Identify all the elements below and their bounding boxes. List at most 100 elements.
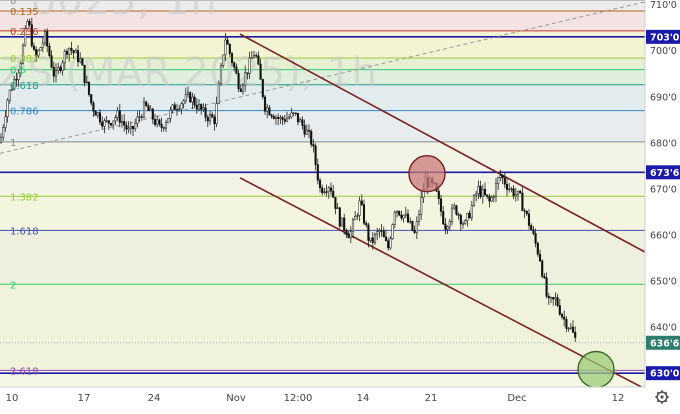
gear-tooth <box>656 391 660 395</box>
candle-body <box>167 118 170 124</box>
candle-body <box>400 214 403 219</box>
candle-body <box>15 79 18 81</box>
candle-body <box>156 119 159 125</box>
candle-body <box>129 126 132 129</box>
candle-body <box>569 326 572 329</box>
candle-body <box>30 24 33 47</box>
candle-body <box>448 221 451 228</box>
candle-body <box>303 125 306 135</box>
candle-body <box>54 69 58 77</box>
candle-body <box>21 44 25 64</box>
candle-body <box>503 177 506 185</box>
candle-body <box>208 114 212 122</box>
y-tick-label: 710'0 <box>650 0 677 11</box>
candle-body <box>127 127 130 130</box>
fib-level-label: 2 <box>10 280 16 291</box>
candle-body <box>101 121 104 127</box>
candle-body <box>560 313 564 318</box>
gear-icon <box>655 390 669 404</box>
candle-body <box>206 117 209 122</box>
candle-body <box>367 224 370 241</box>
y-tick-label: 640'0 <box>650 323 677 334</box>
price-lines <box>0 36 645 374</box>
candle-body <box>83 64 86 83</box>
fib-level-label: 1.618 <box>10 226 39 237</box>
fib-level-label: 1.382 <box>10 192 39 203</box>
fib-band <box>0 84 645 111</box>
candle-body <box>164 122 168 129</box>
fib-level-label: 0.5 <box>10 66 26 77</box>
candle-body <box>10 88 14 91</box>
candle-body <box>552 297 555 300</box>
candle-body <box>57 67 60 71</box>
highlight-circle[interactable] <box>408 154 446 193</box>
y-tick-label: 680'0 <box>650 138 677 149</box>
candle-body <box>567 328 570 330</box>
candle-body <box>26 21 29 29</box>
candle-body <box>356 215 359 217</box>
candle-body <box>79 58 82 62</box>
candle-body <box>492 196 495 198</box>
price-tag-label: 636'6 <box>650 338 680 349</box>
candle-body <box>371 237 374 243</box>
candle-body <box>147 105 150 112</box>
candle-body <box>521 192 524 211</box>
candle-body <box>483 189 487 196</box>
candle-body <box>393 212 396 225</box>
candle-body <box>334 197 337 209</box>
upper-channel-line[interactable] <box>239 33 646 253</box>
x-tick-label: 12:00 <box>284 393 313 404</box>
settings-button[interactable] <box>655 390 669 404</box>
fib-bands <box>0 0 645 387</box>
candle-body <box>380 230 383 232</box>
candles <box>0 17 577 342</box>
candle-body <box>437 190 440 200</box>
candle-body <box>409 220 412 223</box>
candle-body <box>17 72 20 80</box>
fib-level-label: 0.786 <box>10 107 39 118</box>
x-tick-label: 17 <box>78 393 91 404</box>
candle-body <box>279 117 282 119</box>
lower-channel-line[interactable] <box>239 177 646 390</box>
candle-body <box>120 121 124 123</box>
candle-body <box>96 112 99 116</box>
candle-body <box>24 28 27 46</box>
candle-body <box>402 214 405 219</box>
candle-body <box>499 175 502 179</box>
candle-body <box>235 66 238 74</box>
candle-body <box>475 193 478 196</box>
y-axis[interactable]: 640'0 650'0 660'0 670'0 680'0 690'0 700'0 710'0 <box>650 0 677 334</box>
candle-body <box>387 240 390 249</box>
channel-lines[interactable] <box>0 1 646 390</box>
candle-body <box>123 121 126 126</box>
x-axis[interactable]: 10 17 24 Nov 12:00 14 21 Dec 12 <box>6 393 625 404</box>
candle-body <box>32 45 36 50</box>
candle-body <box>307 129 311 132</box>
price-tag <box>646 366 680 381</box>
candle-body <box>222 54 225 66</box>
candle-body <box>516 190 520 195</box>
candle-body <box>288 116 291 119</box>
candle-body <box>565 319 568 329</box>
candle-body <box>182 100 185 105</box>
candle-body <box>169 109 172 119</box>
fib-level-label: 0.618 <box>10 81 39 92</box>
candle-body <box>446 226 449 230</box>
candle-body <box>171 104 174 111</box>
candle-body <box>486 194 489 197</box>
fib-level-label: 0.236 <box>10 27 39 38</box>
candle-body <box>530 225 533 231</box>
candle-body <box>369 237 372 241</box>
candle-body <box>246 72 249 74</box>
circles[interactable] <box>408 154 615 389</box>
candle-body <box>250 57 253 59</box>
candle-body <box>186 92 190 95</box>
candle-body <box>180 103 183 110</box>
candle-body <box>109 123 113 126</box>
candle-body <box>510 188 513 190</box>
candle-body <box>48 45 51 56</box>
candle-body <box>384 236 388 241</box>
candle-body <box>543 276 546 279</box>
highlight-circle[interactable] <box>577 350 615 389</box>
